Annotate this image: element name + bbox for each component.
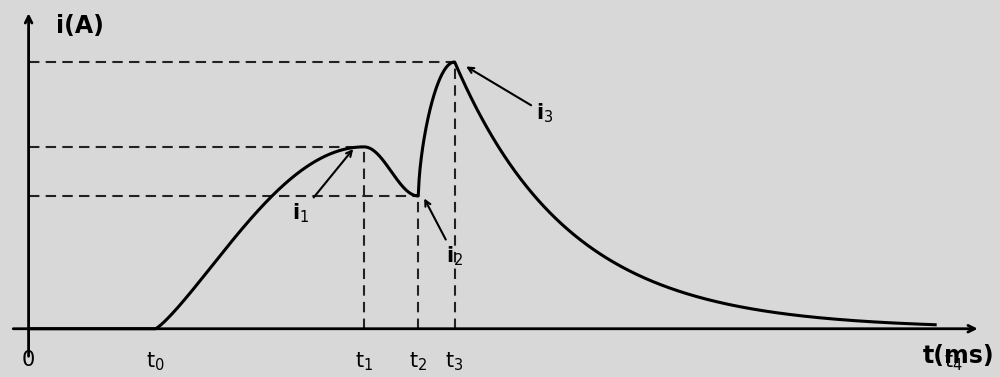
Text: i(A): i(A) (56, 14, 104, 38)
Text: i$_2$: i$_2$ (425, 201, 463, 268)
Text: t(ms): t(ms) (922, 344, 994, 368)
Text: t$_3$: t$_3$ (445, 350, 464, 372)
Text: i$_1$: i$_1$ (292, 151, 352, 225)
Text: t$_4$: t$_4$ (944, 350, 963, 372)
Text: t$_0$: t$_0$ (146, 350, 165, 372)
Text: t$_1$: t$_1$ (355, 350, 373, 372)
Text: i$_3$: i$_3$ (468, 67, 554, 125)
Text: 0: 0 (22, 350, 35, 370)
Text: t$_2$: t$_2$ (409, 350, 428, 372)
